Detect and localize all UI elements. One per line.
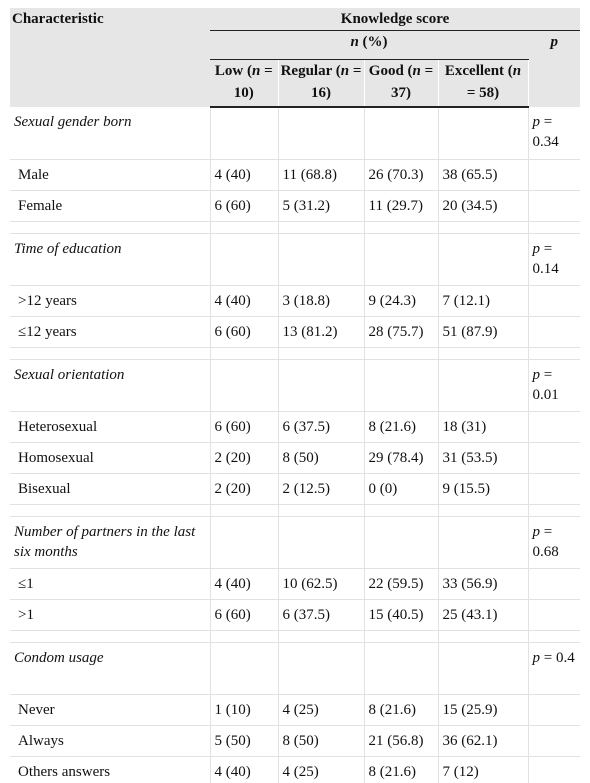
cell-good: 9 (24.3) — [364, 285, 439, 317]
row-label: Heterosexual — [10, 411, 211, 443]
cell-regular: 13 (81.2) — [278, 316, 365, 348]
row-label: Bisexual — [10, 473, 211, 505]
cell-regular: 4 (25) — [278, 756, 365, 783]
cell-low: 4 (40) — [210, 285, 279, 317]
table-row: Bisexual 2 (20) 2 (12.5) 0 (0) 9 (15.5) — [10, 473, 581, 505]
cell-good: 15 (40.5) — [364, 599, 439, 631]
table-row: Sexual orientation p = 0.01 — [10, 359, 581, 412]
cell-good: 11 (29.7) — [364, 190, 439, 222]
header-col-low: Low (n = 10) — [210, 59, 279, 108]
table-row: Condom usage p = 0.4 — [10, 642, 581, 695]
cell-regular: 5 (31.2) — [278, 190, 365, 222]
table-row: ≤1 4 (40) 10 (62.5) 22 (59.5) 33 (56.9) — [10, 568, 581, 600]
header-knowledge-score: Knowledge score — [210, 8, 581, 31]
cell-good: 21 (56.8) — [364, 725, 439, 757]
cell-good: 8 (21.6) — [364, 756, 439, 783]
cell-excellent: 9 (15.5) — [438, 473, 529, 505]
cell-low: 2 (20) — [210, 442, 279, 474]
cell-excellent: 38 (65.5) — [438, 159, 529, 191]
cell-low: 6 (60) — [210, 316, 279, 348]
table-row: >12 years 4 (40) 3 (18.8) 9 (24.3) 7 (12… — [10, 285, 581, 317]
table-row: Time of education p = 0.14 — [10, 233, 581, 286]
cell-low: 5 (50) — [210, 725, 279, 757]
p-value: p = 0.01 — [528, 359, 581, 412]
cell-regular: 10 (62.5) — [278, 568, 365, 600]
header-col-excellent: Excellent (n = 58) — [438, 59, 529, 108]
cell-good: 0 (0) — [364, 473, 439, 505]
cell-regular: 11 (68.8) — [278, 159, 365, 191]
cell-excellent: 7 (12.1) — [438, 285, 529, 317]
cell-excellent: 33 (56.9) — [438, 568, 529, 600]
cell-regular: 3 (18.8) — [278, 285, 365, 317]
header-col-regular: Regular (n = 16) — [278, 59, 365, 108]
group-name: Time of education — [10, 233, 211, 286]
cell-excellent: 51 (87.9) — [438, 316, 529, 348]
cell-excellent: 15 (25.9) — [438, 694, 529, 726]
p-value: p = 0.4 — [528, 642, 581, 695]
cell-excellent: 18 (31) — [438, 411, 529, 443]
cell-excellent: 36 (62.1) — [438, 725, 529, 757]
cell-low: 6 (60) — [210, 190, 279, 222]
cell-low: 4 (40) — [210, 159, 279, 191]
cell-good: 8 (21.6) — [364, 411, 439, 443]
table-row: Male 4 (40) 11 (68.8) 26 (70.3) 38 (65.5… — [10, 159, 581, 191]
cell-low: 6 (60) — [210, 599, 279, 631]
cell-excellent: 25 (43.1) — [438, 599, 529, 631]
cell-good: 29 (78.4) — [364, 442, 439, 474]
cell-regular: 8 (50) — [278, 725, 365, 757]
header-n-percent: n (%) — [210, 30, 528, 60]
cell-low: 6 (60) — [210, 411, 279, 443]
header-col-good: Good (n = 37) — [364, 59, 439, 108]
table-row: Number of partners in the last six month… — [10, 516, 581, 569]
table-row: Sexual gender born p = 0.34 — [10, 107, 581, 160]
cell-low: 1 (10) — [210, 694, 279, 726]
group-name: Sexual gender born — [10, 107, 211, 160]
row-label: >1 — [10, 599, 211, 631]
cell-good: 22 (59.5) — [364, 568, 439, 600]
cell-excellent: 7 (12) — [438, 756, 529, 783]
table-body: Sexual gender born p = 0.34 Male 4 (40) … — [10, 107, 581, 783]
cell-good: 8 (21.6) — [364, 694, 439, 726]
cell-low: 4 (40) — [210, 568, 279, 600]
cell-regular: 6 (37.5) — [278, 411, 365, 443]
header-p: p — [528, 30, 581, 107]
cell-good: 28 (75.7) — [364, 316, 439, 348]
p-value: p = 0.14 — [528, 233, 581, 286]
row-label: ≤12 years — [10, 316, 211, 348]
row-label: Never — [10, 694, 211, 726]
row-label: Others answers — [10, 756, 211, 783]
cell-regular: 6 (37.5) — [278, 599, 365, 631]
p-value: p = 0.68 — [528, 516, 581, 569]
row-label: Male — [10, 159, 211, 191]
table-row: Always 5 (50) 8 (50) 21 (56.8) 36 (62.1) — [10, 725, 581, 757]
group-name: Sexual orientation — [10, 359, 211, 412]
knowledge-score-table: Characteristic Knowledge score n (%) p L… — [10, 8, 581, 783]
row-label: Always — [10, 725, 211, 757]
cell-regular: 4 (25) — [278, 694, 365, 726]
table-header: Characteristic Knowledge score n (%) p L… — [10, 8, 581, 108]
table-row: Female 6 (60) 5 (31.2) 11 (29.7) 20 (34.… — [10, 190, 581, 222]
cell-excellent: 20 (34.5) — [438, 190, 529, 222]
group-name: Condom usage — [10, 642, 211, 695]
group-name: Number of partners in the last six month… — [10, 516, 211, 569]
cell-regular: 8 (50) — [278, 442, 365, 474]
row-label: Homosexual — [10, 442, 211, 474]
cell-low: 2 (20) — [210, 473, 279, 505]
header-characteristic: Characteristic — [10, 8, 210, 107]
cell-low: 4 (40) — [210, 756, 279, 783]
row-label: ≤1 — [10, 568, 211, 600]
table-row: >1 6 (60) 6 (37.5) 15 (40.5) 25 (43.1) — [10, 599, 581, 631]
table-row: Heterosexual 6 (60) 6 (37.5) 8 (21.6) 18… — [10, 411, 581, 443]
row-label: Female — [10, 190, 211, 222]
cell-excellent: 31 (53.5) — [438, 442, 529, 474]
table-row: ≤12 years 6 (60) 13 (81.2) 28 (75.7) 51 … — [10, 316, 581, 348]
table-row: Never 1 (10) 4 (25) 8 (21.6) 15 (25.9) — [10, 694, 581, 726]
p-value: p = 0.34 — [528, 107, 581, 160]
cell-good: 26 (70.3) — [364, 159, 439, 191]
table-row: Homosexual 2 (20) 8 (50) 29 (78.4) 31 (5… — [10, 442, 581, 474]
table-row: Others answers 4 (40) 4 (25) 8 (21.6) 7 … — [10, 756, 581, 783]
cell-regular: 2 (12.5) — [278, 473, 365, 505]
row-label: >12 years — [10, 285, 211, 317]
